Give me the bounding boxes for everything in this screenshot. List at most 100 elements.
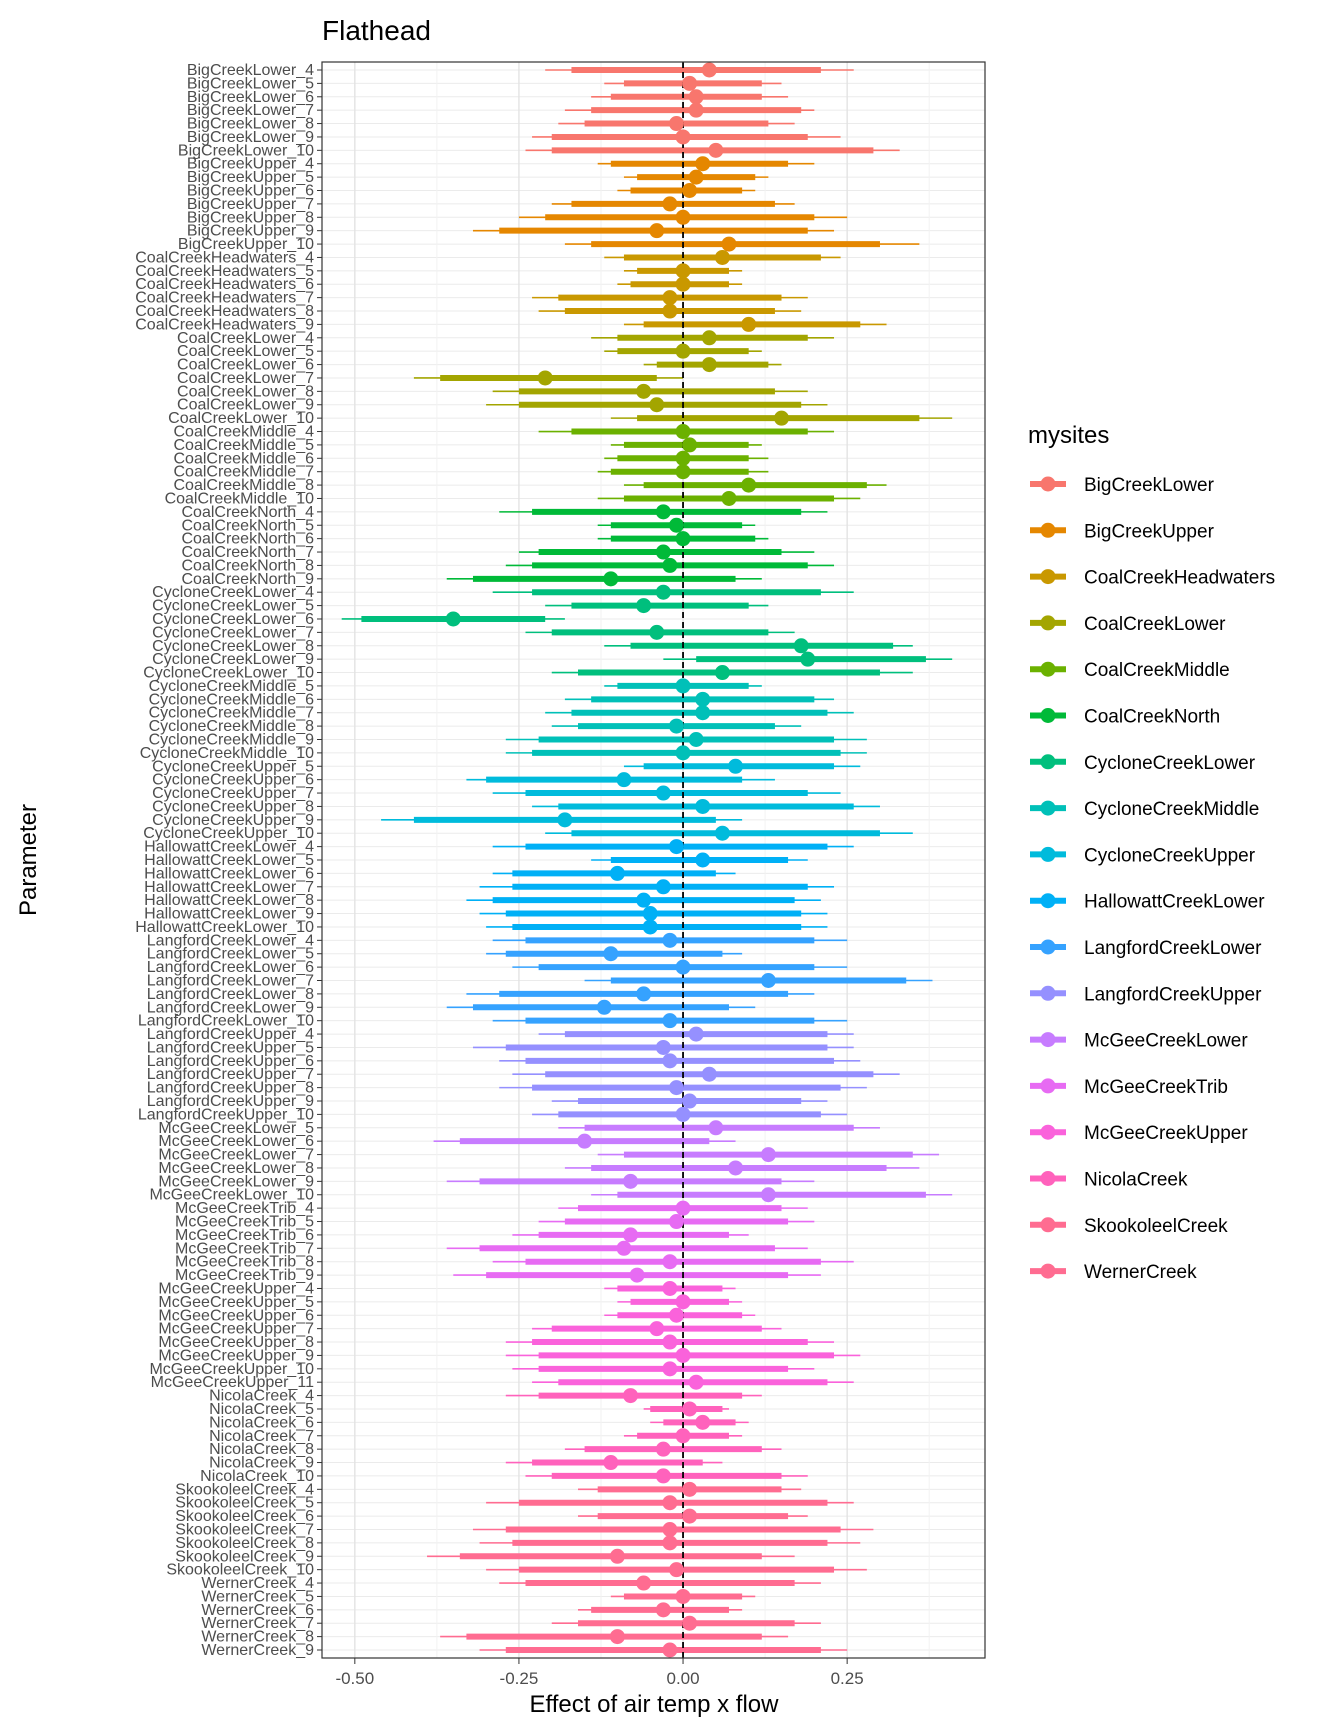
legend-label: WernerCreek: [1084, 1262, 1197, 1283]
legend-key-point-McGeeCreekLower: [1040, 1032, 1056, 1048]
ytick-label: HallowattCreekLower_10: [135, 919, 314, 936]
point-CycloneCreekLower_8: [793, 638, 809, 654]
chart-title: Flathead: [322, 15, 431, 46]
ytick-label: HallowattCreekLower_4: [144, 839, 314, 856]
ytick-label: LangfordCreekUpper_9: [147, 1093, 314, 1110]
ytick-label: LangfordCreekLower_10: [138, 1013, 314, 1030]
point-CoalCreekMiddle_10: [721, 490, 737, 506]
ytick-label: CycloneCreekLower_10: [143, 665, 314, 682]
point-McGeeCreekTrib_5: [668, 1214, 684, 1230]
point-HallowattCreekLower_7: [655, 879, 671, 895]
y-axis-title: Parameter: [15, 804, 42, 916]
point-WernerCreek_4: [636, 1575, 652, 1591]
point-WernerCreek_9: [662, 1642, 678, 1658]
ytick-label: CycloneCreekLower_8: [152, 638, 314, 655]
ytick-label: McGeeCreekUpper_5: [158, 1294, 314, 1311]
ytick-label: McGeeCreekTrib_5: [175, 1214, 314, 1231]
legend-label: BigCreekLower: [1084, 475, 1215, 496]
ytick-label: CycloneCreekUpper_10: [143, 825, 314, 842]
point-CycloneCreekMiddle_9: [688, 731, 704, 747]
point-LangfordCreekUpper_9: [682, 1093, 698, 1109]
legend-key-point-LangfordCreekLower: [1040, 939, 1056, 955]
point-WernerCreek_7: [682, 1615, 698, 1631]
ytick-label: CycloneCreekMiddle_10: [140, 745, 314, 762]
ytick-label: CoalCreekLower_10: [168, 410, 314, 427]
x-axis-title: Effect of air temp x flow: [530, 1691, 780, 1718]
point-CoalCreekLower_9: [649, 397, 665, 413]
point-CoalCreekMiddle_4: [675, 424, 691, 440]
ytick-label: NicolaCreek_6: [209, 1414, 314, 1431]
legend-key-point-McGeeCreekUpper: [1040, 1124, 1056, 1140]
ytick-label: McGeeCreekLower_6: [158, 1133, 314, 1150]
legend-label: CycloneCreekLower: [1084, 753, 1256, 774]
ytick-label: CycloneCreekMiddle_5: [149, 678, 315, 695]
point-LangfordCreekUpper_8: [668, 1080, 684, 1096]
point-LangfordCreekLower_4: [662, 932, 678, 948]
point-CoalCreekNorth_5: [668, 517, 684, 533]
legend: mysites BigCreekLower BigCreekUpper CoalCr…: [1028, 422, 1275, 1283]
point-CoalCreekLower_8: [636, 383, 652, 399]
ytick-label: WernerCreek_6: [201, 1602, 314, 1619]
ytick-label: McGeeCreekTrib_9: [175, 1267, 314, 1284]
point-CycloneCreekMiddle_7: [695, 705, 711, 721]
ytick-label: McGeeCreekUpper_9: [158, 1347, 314, 1364]
point-CycloneCreekLower_5: [636, 598, 652, 614]
ytick-label: CycloneCreekUpper_8: [152, 798, 314, 815]
ytick-label: CoalCreekHeadwaters_4: [135, 249, 314, 266]
ytick-label: CoalCreekHeadwaters_6: [135, 276, 314, 293]
point-CoalCreekNorth_8: [662, 557, 678, 573]
ytick-label: SkookoleelCreek_8: [175, 1535, 314, 1552]
point-BigCreekLower_10: [708, 142, 724, 158]
ytick-label: BigCreekLower_10: [178, 142, 314, 159]
point-CycloneCreekLower_4: [655, 584, 671, 600]
ytick-label: LangfordCreekUpper_4: [147, 1026, 314, 1043]
point-WernerCreek_8: [609, 1629, 625, 1645]
point-SkookoleelCreek_4: [682, 1481, 698, 1497]
ytick-label: CoalCreekHeadwaters_5: [135, 263, 314, 280]
ytick-label: CycloneCreekLower_4: [152, 584, 314, 601]
ytick-label: CoalCreekMiddle_8: [173, 477, 314, 494]
ytick-label: CoalCreekLower_6: [177, 357, 314, 374]
point-CoalCreekHeadwaters_6: [675, 276, 691, 292]
point-McGeeCreekUpper_5: [675, 1294, 691, 1310]
point-CoalCreekNorth_7: [655, 544, 671, 560]
point-LangfordCreekLower_7: [760, 973, 776, 989]
ytick-label: CoalCreekLower_7: [177, 370, 314, 387]
ytick-label: McGeeCreekUpper_6: [158, 1307, 314, 1324]
point-McGeeCreekUpper_11: [688, 1374, 704, 1390]
ytick-label: McGeeCreekUpper_10: [149, 1361, 314, 1378]
ytick-label: LangfordCreekUpper_10: [138, 1106, 314, 1123]
point-BigCreekUpper_8: [675, 209, 691, 225]
legend-key-point-CoalCreekLower: [1040, 615, 1056, 631]
ytick-label: WernerCreek_9: [201, 1642, 314, 1659]
ytick-label: BigCreekLower_9: [187, 129, 314, 146]
point-McGeeCreekTrib_4: [675, 1200, 691, 1216]
point-CoalCreekMiddle_8: [741, 477, 757, 493]
point-CycloneCreekUpper_7: [655, 785, 671, 801]
ytick-label: HallowattCreekLower_8: [144, 892, 314, 909]
point-NicolaCreek_10: [655, 1468, 671, 1484]
legend-title: mysites: [1028, 422, 1109, 449]
ytick-label: CoalCreekLower_5: [177, 343, 314, 360]
ytick-label: BigCreekLower_7: [187, 102, 314, 119]
point-McGeeCreekLower_9: [623, 1173, 639, 1189]
point-McGeeCreekLower_8: [728, 1160, 744, 1176]
legend-key-point-CycloneCreekUpper: [1040, 846, 1056, 862]
point-McGeeCreekLower_7: [760, 1147, 776, 1163]
point-NicolaCreek_7: [675, 1428, 691, 1444]
point-CycloneCreekUpper_10: [714, 825, 730, 841]
xtick-label: -0.25: [500, 1669, 539, 1688]
point-CycloneCreekMiddle_6: [695, 691, 711, 707]
point-McGeeCreekUpper_9: [675, 1347, 691, 1363]
point-BigCreekUpper_6: [682, 183, 698, 199]
legend-items: BigCreekLower BigCreekUpper CoalCreekHeadw…: [1030, 475, 1275, 1283]
ytick-label: SkookoleelCreek_9: [175, 1548, 314, 1565]
ytick-label: CoalCreekMiddle_5: [173, 437, 314, 454]
point-SkookoleelCreek_6: [682, 1508, 698, 1524]
ytick-label: CycloneCreekMiddle_8: [149, 718, 315, 735]
ytick-label: CoalCreekNorth_6: [181, 531, 314, 548]
ytick-label: WernerCreek_5: [201, 1588, 314, 1605]
ytick-label: McGeeCreekLower_9: [158, 1173, 314, 1190]
ytick-label: CycloneCreekLower_9: [152, 651, 314, 668]
legend-key-point-CycloneCreekMiddle: [1040, 800, 1056, 816]
